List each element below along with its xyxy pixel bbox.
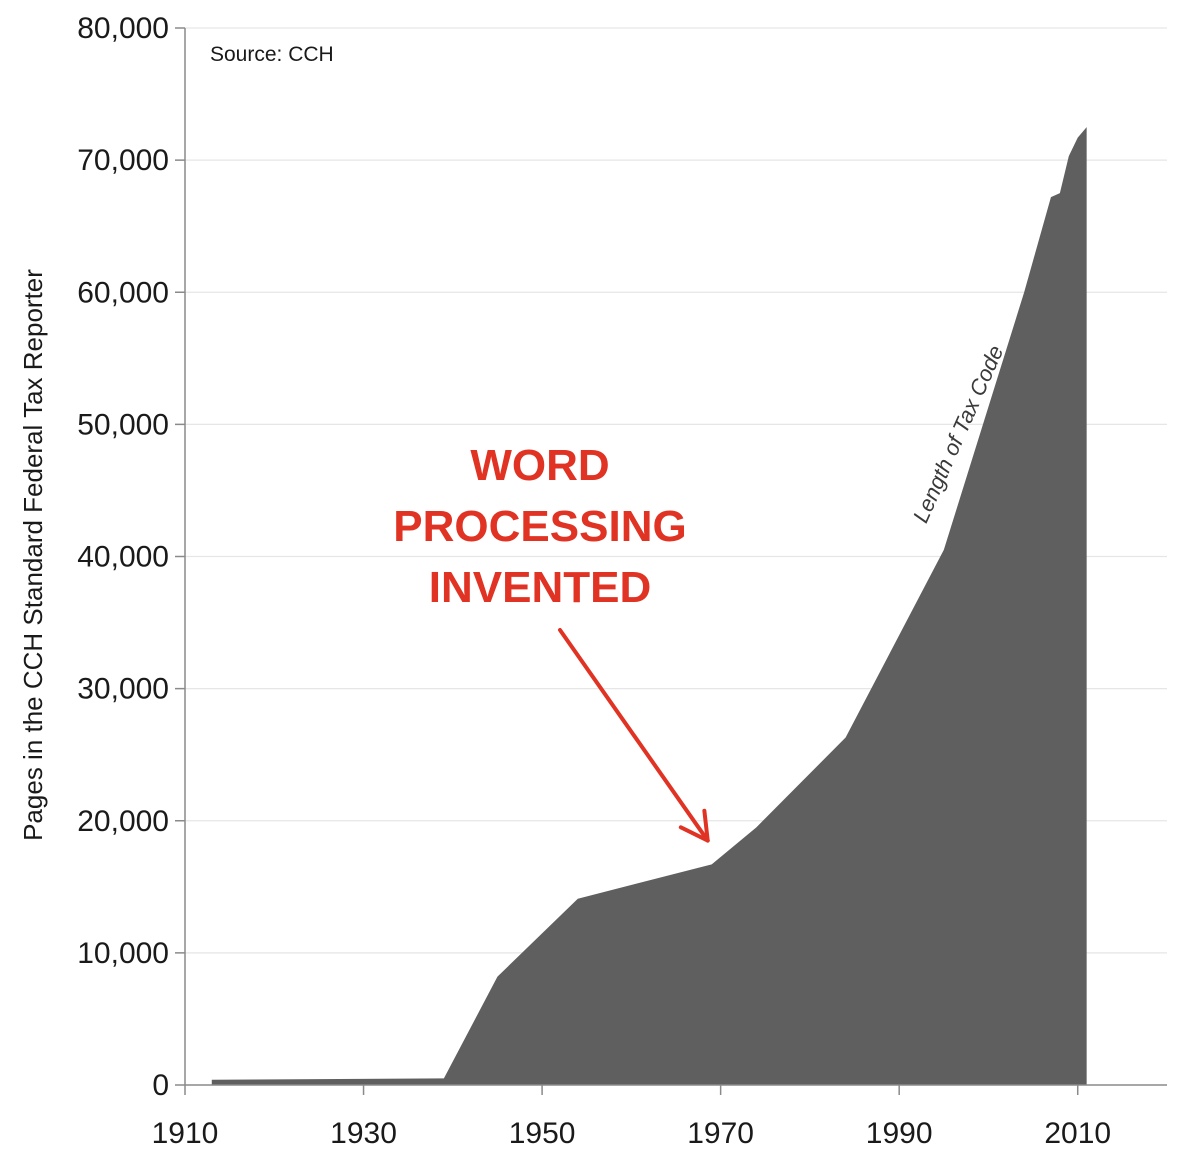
x-tick-label: 1930: [330, 1117, 397, 1150]
y-tick-label: 10,000: [77, 937, 169, 970]
annotation-line-2: PROCESSING: [393, 502, 686, 551]
x-tick-labels: 1910 1930 1950 1970 1990 2010: [152, 1085, 1111, 1150]
y-tick-label: 80,000: [77, 12, 169, 45]
y-axis-label: Pages in the CCH Standard Federal Tax Re…: [18, 269, 48, 841]
annotation-line-1: WORD: [470, 441, 609, 490]
x-tick-label: 1990: [866, 1117, 933, 1150]
y-tick-label: 0: [152, 1069, 169, 1102]
x-tick-label: 1910: [152, 1117, 219, 1150]
annotation-word-processing: WORD PROCESSING INVENTED: [393, 441, 710, 843]
x-tick-label: 1970: [687, 1117, 754, 1150]
x-tick-label: 2010: [1044, 1117, 1111, 1150]
area-series-length-of-tax-code: [211, 127, 1087, 1085]
y-tick-label: 50,000: [77, 408, 169, 441]
source-note: Source: CCH: [210, 43, 334, 66]
annotation-arrow-head: [678, 808, 710, 843]
annotation-line-3: INVENTED: [429, 563, 651, 612]
y-tick-label: 70,000: [77, 144, 169, 177]
y-tick-labels: 0 10,000 20,000 30,000 40,000 50,000 60,000 70,…: [77, 12, 169, 1102]
y-tick-label: 30,000: [77, 673, 169, 706]
y-tick-label: 60,000: [77, 276, 169, 309]
axes: [184, 28, 1167, 1086]
y-tick-label: 20,000: [77, 805, 169, 838]
annotation-arrow-line: [558, 628, 710, 843]
y-tick-label: 40,000: [77, 541, 169, 574]
x-tick-label: 1950: [509, 1117, 576, 1150]
area-layer: [211, 127, 1087, 1085]
